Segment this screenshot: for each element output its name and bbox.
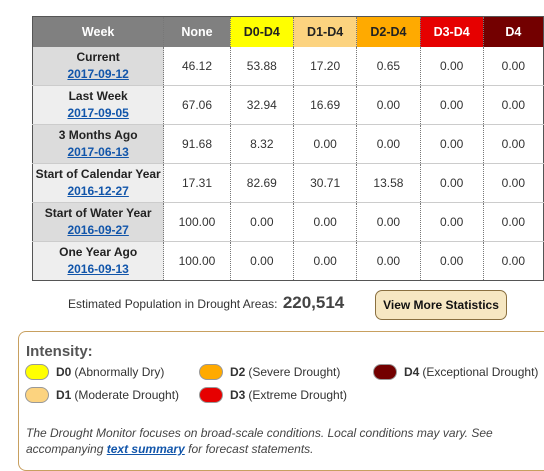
d0-swatch-icon xyxy=(25,364,49,380)
value-d1-d4: 16.69 xyxy=(293,85,358,125)
header-d2-d4: D2-D4 xyxy=(356,16,421,47)
week-label: Current xyxy=(76,50,120,64)
value-d1-d4: 0.00 xyxy=(293,241,358,281)
table-row: Start of Water Year 2016-09-27 100.00 0.… xyxy=(32,202,544,242)
drought-statistics-table: Week None D0-D4 D1-D4 D2-D4 D3-D4 D4 Cur… xyxy=(32,16,544,281)
view-more-statistics-button[interactable]: View More Statistics xyxy=(375,290,507,320)
header-d1-d4: D1-D4 xyxy=(293,16,358,47)
legend-code: D3 xyxy=(230,388,246,402)
value-none: 100.00 xyxy=(163,202,231,242)
population-value: 220,514 xyxy=(282,293,345,312)
table-row: Current 2017-09-12 46.12 53.88 17.20 0.6… xyxy=(32,47,544,86)
legend-desc: (Severe Drought) xyxy=(248,365,341,379)
value-d4: 0.00 xyxy=(483,85,544,125)
value-none: 46.12 xyxy=(163,47,231,86)
week-date-link[interactable]: 2017-09-05 xyxy=(67,106,129,120)
population-label: Estimated Population in Drought Areas: xyxy=(68,297,278,311)
value-d4: 0.00 xyxy=(483,163,544,203)
note-text-end: for forecast statements. xyxy=(188,442,314,456)
legend-title: Intensity: xyxy=(26,343,93,360)
value-none: 67.06 xyxy=(163,85,231,125)
week-label: Start of Calendar Year xyxy=(35,167,161,181)
legend-item-d1: D1 (Moderate Drought) xyxy=(25,387,179,403)
legend-code: D0 xyxy=(56,365,72,379)
week-cell: One Year Ago 2016-09-13 xyxy=(32,241,165,281)
header-none: None xyxy=(163,16,231,47)
drought-monitor-note: The Drought Monitor focuses on broad-sca… xyxy=(26,425,526,457)
week-cell: Start of Water Year 2016-09-27 xyxy=(32,202,165,242)
week-cell: Current 2017-09-12 xyxy=(32,47,165,86)
intensity-legend: Intensity: D0 (Abnormally Dry) D1 (Moder… xyxy=(18,331,544,471)
population-summary: Estimated Population in Drought Areas: 2… xyxy=(68,293,344,313)
legend-item-d4: D4 (Exceptional Drought) xyxy=(373,364,538,380)
legend-code: D1 xyxy=(56,388,72,402)
header-week: Week xyxy=(32,16,165,47)
value-d1-d4: 0.00 xyxy=(293,124,358,164)
value-d2-d4: 13.58 xyxy=(356,163,421,203)
legend-desc: (Moderate Drought) xyxy=(74,388,180,402)
value-d1-d4: 0.00 xyxy=(293,202,358,242)
table-row: Last Week 2017-09-05 67.06 32.94 16.69 0… xyxy=(32,85,544,125)
week-date-link[interactable]: 2016-12-27 xyxy=(67,184,129,198)
table-header-row: Week None D0-D4 D1-D4 D2-D4 D3-D4 D4 xyxy=(32,16,544,47)
legend-desc: (Abnormally Dry) xyxy=(74,365,165,379)
week-date-link[interactable]: 2017-06-13 xyxy=(67,145,129,159)
header-d3-d4: D3-D4 xyxy=(420,16,484,47)
value-d0-d4: 82.69 xyxy=(230,163,294,203)
value-d0-d4: 0.00 xyxy=(230,202,294,242)
value-d3-d4: 0.00 xyxy=(420,202,484,242)
value-d0-d4: 0.00 xyxy=(230,241,294,281)
value-none: 100.00 xyxy=(163,241,231,281)
value-d1-d4: 30.71 xyxy=(293,163,358,203)
value-none: 17.31 xyxy=(163,163,231,203)
value-d2-d4: 0.00 xyxy=(356,241,421,281)
week-label: 3 Months Ago xyxy=(58,128,138,142)
week-date-link[interactable]: 2016-09-27 xyxy=(67,223,129,237)
legend-item-d3: D3 (Extreme Drought) xyxy=(199,387,347,403)
table-row: Start of Calendar Year 2016-12-27 17.31 … xyxy=(32,163,544,203)
value-d2-d4: 0.00 xyxy=(356,124,421,164)
legend-desc: (Extreme Drought) xyxy=(248,388,348,402)
legend-desc: (Exceptional Drought) xyxy=(422,365,539,379)
d2-swatch-icon xyxy=(199,364,223,380)
d3-swatch-icon xyxy=(199,387,223,403)
table-row: One Year Ago 2016-09-13 100.00 0.00 0.00… xyxy=(32,241,544,281)
legend-code: D2 xyxy=(230,365,246,379)
value-d2-d4: 0.65 xyxy=(356,47,421,86)
text-summary-link[interactable]: text summary xyxy=(106,442,185,456)
legend-item-d2: D2 (Severe Drought) xyxy=(199,364,340,380)
week-cell: Last Week 2017-09-05 xyxy=(32,85,165,125)
value-d2-d4: 0.00 xyxy=(356,85,421,125)
week-cell: 3 Months Ago 2017-06-13 xyxy=(32,124,165,164)
value-d4: 0.00 xyxy=(483,47,544,86)
week-cell: Start of Calendar Year 2016-12-27 xyxy=(32,163,165,203)
header-d4: D4 xyxy=(483,16,544,47)
value-d3-d4: 0.00 xyxy=(420,163,484,203)
value-d4: 0.00 xyxy=(483,202,544,242)
table-row: 3 Months Ago 2017-06-13 91.68 8.32 0.00 … xyxy=(32,124,544,164)
week-label: One Year Ago xyxy=(59,245,138,259)
value-d3-d4: 0.00 xyxy=(420,47,484,86)
value-d3-d4: 0.00 xyxy=(420,124,484,164)
value-d0-d4: 8.32 xyxy=(230,124,294,164)
legend-code: D4 xyxy=(404,365,420,379)
value-d1-d4: 17.20 xyxy=(293,47,358,86)
week-date-link[interactable]: 2016-09-13 xyxy=(67,262,129,276)
value-d0-d4: 53.88 xyxy=(230,47,294,86)
value-d3-d4: 0.00 xyxy=(420,241,484,281)
value-d3-d4: 0.00 xyxy=(420,85,484,125)
d4-swatch-icon xyxy=(373,364,397,380)
value-d0-d4: 32.94 xyxy=(230,85,294,125)
week-label: Last Week xyxy=(68,89,128,103)
legend-item-d0: D0 (Abnormally Dry) xyxy=(25,364,164,380)
value-d4: 0.00 xyxy=(483,124,544,164)
week-date-link[interactable]: 2017-09-12 xyxy=(67,67,129,81)
header-d0-d4: D0-D4 xyxy=(230,16,294,47)
value-d2-d4: 0.00 xyxy=(356,202,421,242)
week-label: Start of Water Year xyxy=(44,206,152,220)
d1-swatch-icon xyxy=(25,387,49,403)
value-d4: 0.00 xyxy=(483,241,544,281)
value-none: 91.68 xyxy=(163,124,231,164)
